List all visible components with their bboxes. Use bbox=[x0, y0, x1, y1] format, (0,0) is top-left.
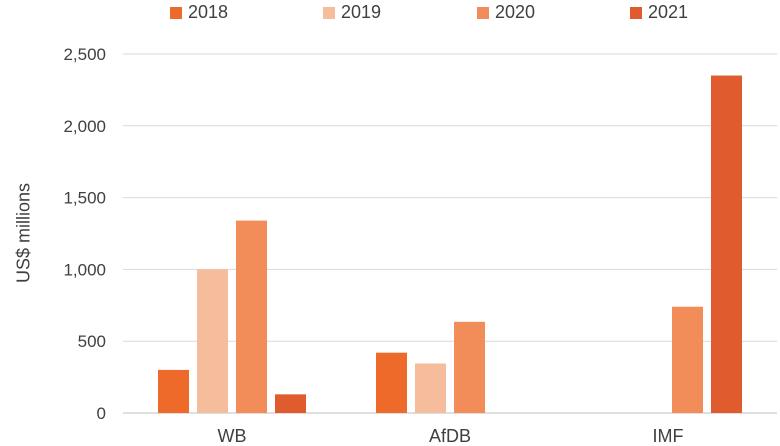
y-tick-label: 500 bbox=[78, 332, 106, 351]
legend-swatch-2018 bbox=[170, 6, 182, 19]
y-tick-label: 1,500 bbox=[63, 189, 106, 208]
x-tick-label: WB bbox=[218, 426, 247, 446]
x-tick-label: AfDB bbox=[429, 426, 471, 446]
legend: 2018 2019 2020 2021 bbox=[0, 2, 780, 26]
y-tick-label: 1,000 bbox=[63, 260, 106, 279]
bar-afdb-2018 bbox=[376, 352, 407, 413]
legend-swatch-2020 bbox=[477, 6, 489, 19]
bar-imf-2020 bbox=[672, 306, 703, 413]
legend-item-2020: 2020 bbox=[477, 2, 535, 23]
bar-wb-2021 bbox=[275, 394, 306, 413]
x-tick-label: IMF bbox=[653, 426, 684, 446]
bar-afdb-2019 bbox=[415, 363, 446, 413]
y-tick-label: 0 bbox=[97, 404, 106, 423]
legend-label-2021: 2021 bbox=[648, 2, 689, 22]
legend-label-2019: 2019 bbox=[341, 2, 382, 22]
bar-wb-2018 bbox=[158, 369, 189, 413]
bar-afdb-2020 bbox=[454, 321, 485, 413]
y-tick-label: 2,000 bbox=[63, 117, 106, 136]
bar-imf-2021 bbox=[711, 75, 742, 413]
y-tick-label: 2,500 bbox=[63, 45, 106, 64]
legend-label-2020: 2020 bbox=[495, 2, 536, 22]
legend-item-2019: 2019 bbox=[323, 2, 381, 23]
legend-item-2018: 2018 bbox=[170, 2, 228, 23]
legend-label-2018: 2018 bbox=[188, 2, 229, 22]
bar-wb-2020 bbox=[236, 220, 267, 413]
legend-item-2021: 2021 bbox=[630, 2, 688, 23]
legend-swatch-2021 bbox=[630, 6, 642, 19]
bar-wb-2019 bbox=[197, 269, 228, 413]
legend-swatch-2019 bbox=[323, 6, 335, 19]
